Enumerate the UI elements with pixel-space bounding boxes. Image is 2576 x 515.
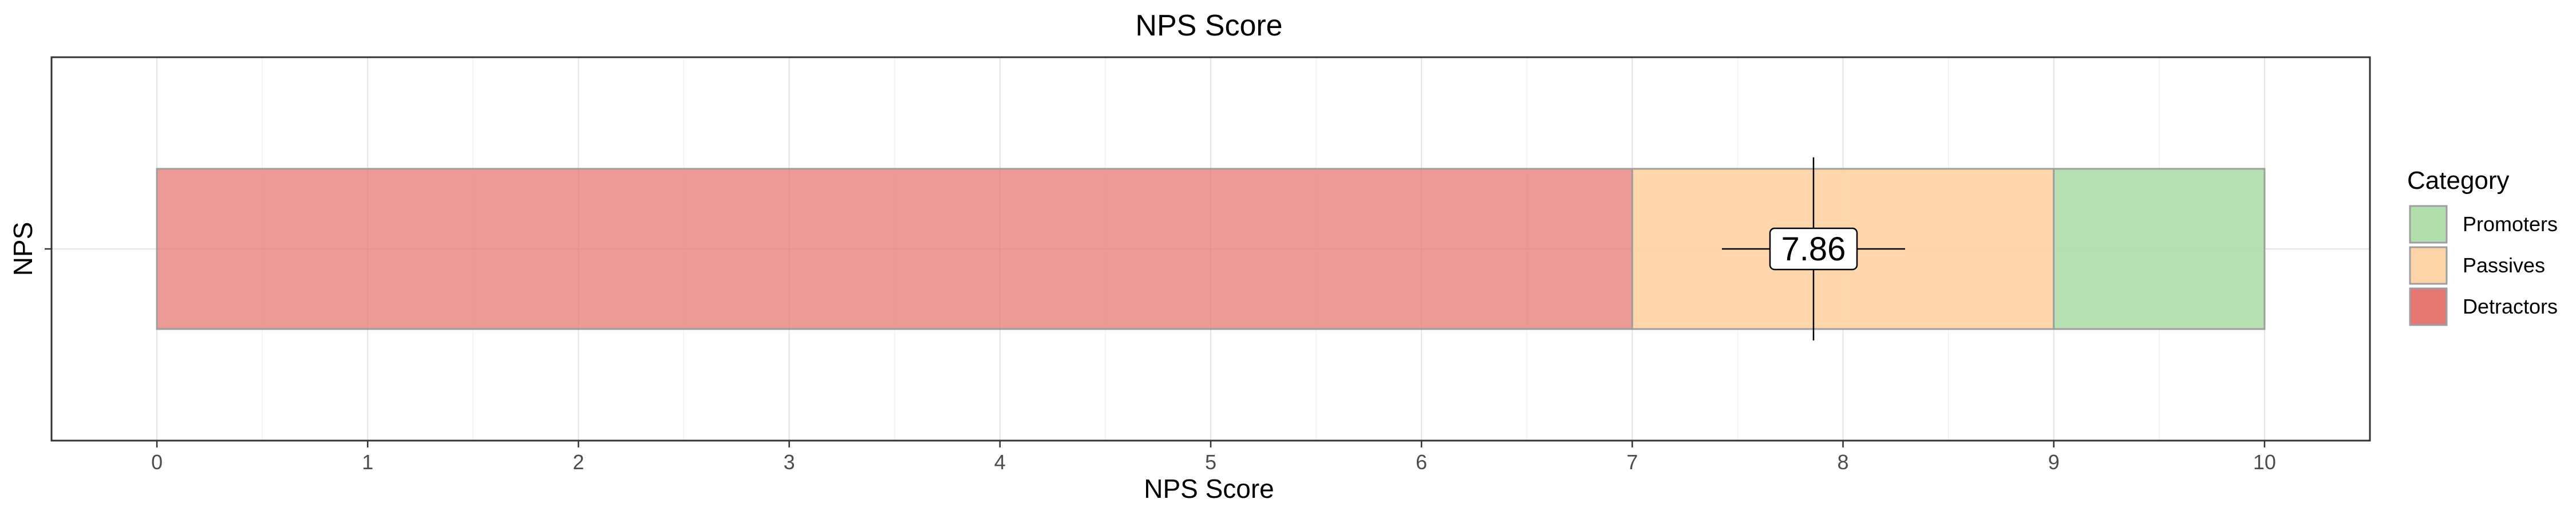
legend-label-detractors: Detractors (2463, 295, 2558, 318)
legend: Category Promoters Passives Detractors (2407, 167, 2558, 326)
legend-label-passives: Passives (2463, 253, 2545, 277)
x-tick-label-0: 0 (151, 450, 163, 474)
legend-key-detractors (2409, 287, 2448, 326)
bar-segment-detractors (156, 168, 1633, 330)
legend-key-passives (2409, 246, 2448, 285)
x-tick-label-6: 6 (1416, 450, 1427, 474)
score-marker: 7.86 (1722, 157, 1905, 340)
chart-title: NPS Score (1135, 9, 1282, 42)
legend-title: Category (2407, 167, 2510, 195)
marker-value-label: 7.86 (1781, 231, 1846, 268)
bar-segment-promoters (2053, 168, 2266, 330)
x-tick-label-3: 3 (784, 450, 795, 474)
legend-key-promoters (2409, 205, 2448, 244)
x-axis-title: NPS Score (1144, 474, 1274, 504)
legend-label-promoters: Promoters (2463, 212, 2558, 236)
x-tick-label-8: 8 (1838, 450, 1849, 474)
y-axis-title: NPS (8, 222, 38, 276)
x-tick-label-10: 10 (2253, 450, 2276, 474)
bar-segments (156, 168, 2266, 330)
x-tick-label-5: 5 (1205, 450, 1216, 474)
x-tick-label-1: 1 (362, 450, 373, 474)
x-axis: 0 1 2 3 4 5 6 7 8 9 10 (151, 441, 2276, 474)
x-tick-label-9: 9 (2048, 450, 2060, 474)
x-tick-label-2: 2 (572, 450, 584, 474)
marker-label-box (1769, 227, 1858, 271)
x-tick-label-4: 4 (994, 450, 1006, 474)
x-tick-label-7: 7 (1626, 450, 1638, 474)
